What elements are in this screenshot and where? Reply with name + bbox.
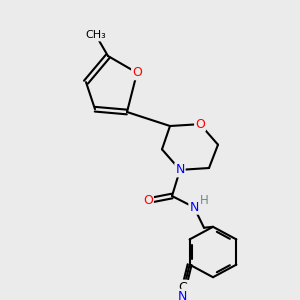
Text: H: H [200,194,208,207]
Text: CH₃: CH₃ [85,31,106,40]
Text: N: N [175,164,185,176]
Text: C: C [178,280,187,293]
Text: N: N [178,290,187,300]
Text: N: N [189,201,199,214]
Text: O: O [132,66,142,79]
Text: O: O [143,194,153,207]
Text: O: O [195,118,205,130]
